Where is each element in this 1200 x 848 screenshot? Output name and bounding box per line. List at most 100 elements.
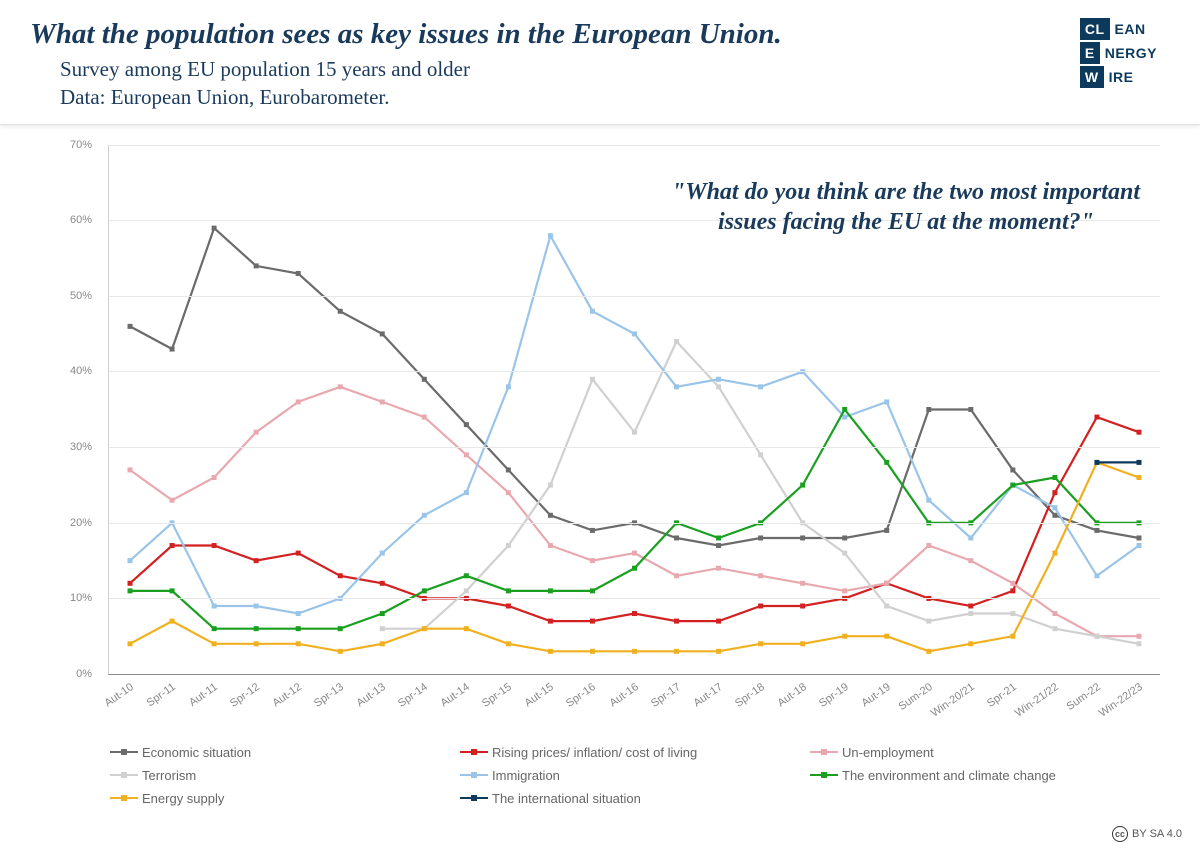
question-line-1: "What do you think are the two most impo… xyxy=(672,179,1140,205)
y-tick-label: 60% xyxy=(70,214,92,226)
legend-item: Immigration xyxy=(460,768,790,783)
series-marker xyxy=(1136,633,1141,638)
series-marker xyxy=(464,490,469,495)
x-tick-label: Aut-14 xyxy=(439,681,472,709)
series-marker xyxy=(674,618,679,623)
x-tick-label: Win-22/23 xyxy=(1097,681,1145,720)
series-marker xyxy=(422,512,427,517)
series-marker xyxy=(422,376,427,381)
series-marker xyxy=(674,573,679,578)
legend-item: Un-employment xyxy=(810,745,1140,760)
legend-marker-icon xyxy=(821,772,827,778)
series-marker xyxy=(1052,611,1057,616)
series-marker xyxy=(380,550,385,555)
chart-title: What the population sees as key issues i… xyxy=(30,18,1080,51)
series-line xyxy=(130,228,1139,545)
gridline xyxy=(109,371,1160,372)
series-marker xyxy=(548,588,553,593)
series-marker xyxy=(254,603,259,608)
series-marker xyxy=(296,399,301,404)
logo-part: E xyxy=(1080,42,1100,64)
gridline xyxy=(109,447,1160,448)
series-marker xyxy=(1094,573,1099,578)
series-marker xyxy=(758,603,763,608)
series-marker xyxy=(212,475,217,480)
legend-label: Terrorism xyxy=(142,768,196,783)
x-tick-label: Spr-11 xyxy=(145,681,178,709)
series-marker xyxy=(842,414,847,419)
series-marker xyxy=(968,611,973,616)
legend-label: Rising prices/ inflation/ cost of living xyxy=(492,745,697,760)
legend-marker-icon xyxy=(121,749,127,755)
cc-icon: cc xyxy=(1112,826,1128,842)
series-marker xyxy=(926,543,931,548)
series-marker xyxy=(716,384,721,389)
series-marker xyxy=(380,611,385,616)
series-marker xyxy=(380,626,385,631)
series-marker xyxy=(758,641,763,646)
series-marker xyxy=(170,618,175,623)
series-marker xyxy=(926,407,931,412)
series-marker xyxy=(464,573,469,578)
series-marker xyxy=(380,581,385,586)
x-tick-label: Aut-18 xyxy=(775,681,808,709)
series-marker xyxy=(758,573,763,578)
legend-swatch xyxy=(110,797,138,799)
x-tick-label: Sum-22 xyxy=(1064,681,1102,713)
series-marker xyxy=(506,543,511,548)
legend-label: Immigration xyxy=(492,768,560,783)
series-marker xyxy=(674,339,679,344)
x-tick-label: Aut-17 xyxy=(691,681,724,709)
series-marker xyxy=(758,452,763,457)
series-marker xyxy=(548,482,553,487)
brand-logo: CL EAN E NERGY W IRE xyxy=(1080,18,1162,88)
y-tick-label: 40% xyxy=(70,365,92,377)
series-marker xyxy=(968,641,973,646)
series-marker xyxy=(128,641,133,646)
series-marker xyxy=(1052,512,1057,517)
series-marker xyxy=(1010,611,1015,616)
series-marker xyxy=(1136,475,1141,480)
series-marker xyxy=(590,528,595,533)
series-marker xyxy=(716,543,721,548)
y-tick-label: 20% xyxy=(70,517,92,529)
x-tick-label: Sum-20 xyxy=(896,681,934,713)
series-marker xyxy=(296,271,301,276)
series-marker xyxy=(800,482,805,487)
series-marker xyxy=(464,626,469,631)
series-marker xyxy=(506,588,511,593)
series-marker xyxy=(884,528,889,533)
series-marker xyxy=(296,626,301,631)
series-marker xyxy=(842,550,847,555)
series-marker xyxy=(170,588,175,593)
series-marker xyxy=(884,633,889,638)
series-marker xyxy=(1136,641,1141,646)
legend-item: Terrorism xyxy=(110,768,440,783)
series-marker xyxy=(422,626,427,631)
legend-item: Economic situation xyxy=(110,745,440,760)
series-marker xyxy=(632,611,637,616)
series-marker xyxy=(1052,490,1057,495)
license-text: BY SA 4.0 xyxy=(1132,828,1182,840)
series-marker xyxy=(422,414,427,419)
series-marker xyxy=(1136,429,1141,434)
series-marker xyxy=(800,581,805,586)
series-marker xyxy=(632,429,637,434)
series-marker xyxy=(338,573,343,578)
series-marker xyxy=(968,407,973,412)
legend-swatch xyxy=(810,774,838,776)
legend-swatch xyxy=(110,774,138,776)
legend-swatch xyxy=(460,751,488,753)
x-tick-label: Spr-18 xyxy=(733,681,767,710)
x-tick-label: Spr-15 xyxy=(480,681,514,710)
series-marker xyxy=(1094,528,1099,533)
series-marker xyxy=(674,535,679,540)
series-marker xyxy=(590,376,595,381)
series-marker xyxy=(128,581,133,586)
series-marker xyxy=(674,649,679,654)
series-marker xyxy=(632,649,637,654)
series-marker xyxy=(422,588,427,593)
series-marker xyxy=(884,581,889,586)
series-marker xyxy=(338,308,343,313)
header-text: What the population sees as key issues i… xyxy=(30,18,1080,112)
